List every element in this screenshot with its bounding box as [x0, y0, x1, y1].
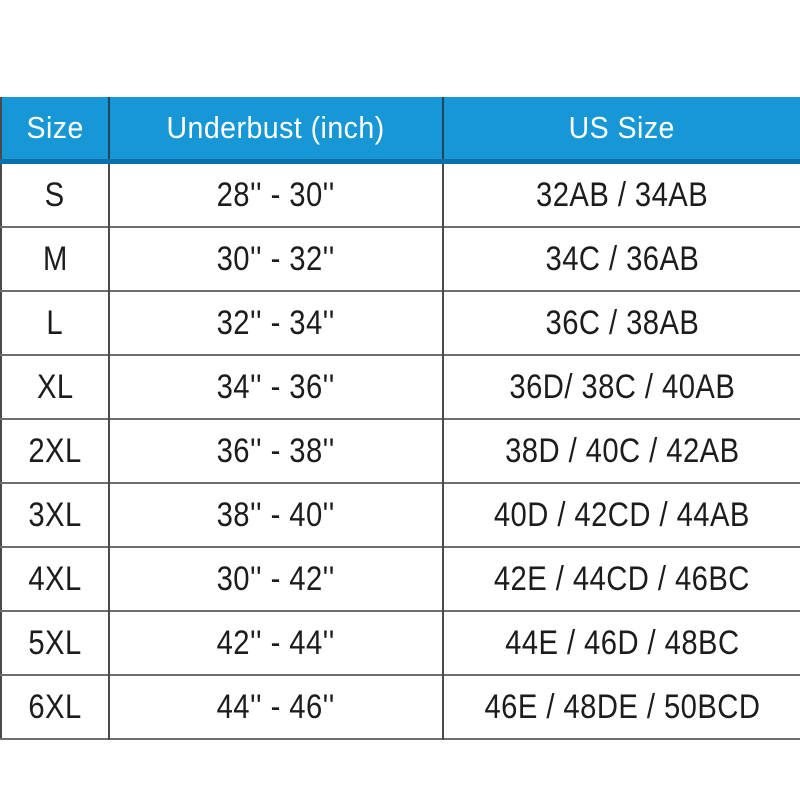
- cell-underbust: 32'' - 34'': [108, 290, 443, 355]
- underbust-value: 44'' - 46'': [216, 687, 336, 726]
- table-row: XL 34'' - 36'' 36D/ 38C / 40AB: [1, 354, 800, 419]
- cell-us-size: 42E / 44CD / 46BC: [442, 546, 800, 611]
- cell-size: XL: [1, 354, 109, 419]
- column-header-us-size-label: US Size: [568, 110, 676, 145]
- cell-size: M: [1, 226, 109, 291]
- underbust-value: 36'' - 38'': [216, 431, 336, 470]
- size-value: S: [45, 175, 65, 214]
- underbust-value: 30'' - 32'': [216, 239, 336, 278]
- size-value: L: [46, 303, 64, 342]
- table-row: 5XL 42'' - 44'' 44E / 46D / 48BC: [1, 610, 800, 675]
- cell-underbust: 30'' - 32'': [108, 226, 443, 291]
- cell-underbust: 28'' - 30'': [108, 161, 443, 227]
- us-size-value: 46E / 48DE / 50BCD: [484, 687, 760, 726]
- table-row: 4XL 30'' - 42'' 42E / 44CD / 46BC: [1, 546, 800, 611]
- us-size-value: 42E / 44CD / 46BC: [494, 559, 750, 598]
- column-header-underbust-label: Underbust (inch): [166, 110, 386, 145]
- underbust-value: 38'' - 40'': [216, 495, 336, 534]
- cell-underbust: 42'' - 44'': [108, 610, 443, 675]
- column-header-size-label: Size: [26, 110, 84, 145]
- cell-us-size: 34C / 36AB: [442, 226, 800, 291]
- underbust-value: 28'' - 30'': [216, 175, 336, 214]
- size-value: 6XL: [28, 687, 82, 726]
- size-value: 2XL: [28, 431, 82, 470]
- cell-underbust: 44'' - 46'': [108, 674, 443, 739]
- us-size-value: 32AB / 34AB: [535, 175, 709, 214]
- us-size-value: 44E / 46D / 48BC: [504, 623, 740, 662]
- size-value: XL: [36, 367, 74, 406]
- cell-underbust: 30'' - 42'': [108, 546, 443, 611]
- cell-underbust: 36'' - 38'': [108, 418, 443, 483]
- size-value: 5XL: [28, 623, 82, 662]
- cell-size: 6XL: [1, 674, 109, 739]
- table-row: L 32'' - 34'' 36C / 38AB: [1, 290, 800, 355]
- us-size-value: 34C / 36AB: [545, 239, 699, 278]
- underbust-value: 42'' - 44'': [216, 623, 336, 662]
- cell-size: 3XL: [1, 482, 109, 547]
- column-header-size: Size: [1, 97, 109, 164]
- column-header-underbust: Underbust (inch): [108, 97, 443, 164]
- cell-us-size: 46E / 48DE / 50BCD: [442, 674, 800, 739]
- underbust-value: 34'' - 36'': [216, 367, 336, 406]
- size-value: 4XL: [28, 559, 82, 598]
- us-size-value: 36C / 38AB: [545, 303, 699, 342]
- table-row: 2XL 36'' - 38'' 38D / 40C / 42AB: [1, 418, 800, 483]
- cell-us-size: 36D/ 38C / 40AB: [442, 354, 800, 419]
- us-size-value: 36D/ 38C / 40AB: [509, 367, 735, 406]
- cell-size: 5XL: [1, 610, 109, 675]
- cell-size: 4XL: [1, 546, 109, 611]
- cell-us-size: 32AB / 34AB: [442, 161, 800, 227]
- column-header-us-size: US Size: [442, 97, 800, 164]
- size-value: M: [42, 239, 68, 278]
- header-row: Size Underbust (inch) US Size: [1, 97, 800, 164]
- cell-underbust: 38'' - 40'': [108, 482, 443, 547]
- size-chart-table: Size Underbust (inch) US Size S 28'' - 3…: [0, 97, 800, 740]
- cell-us-size: 38D / 40C / 42AB: [442, 418, 800, 483]
- underbust-value: 30'' - 42'': [216, 559, 336, 598]
- cell-size: 2XL: [1, 418, 109, 483]
- us-size-value: 38D / 40C / 42AB: [504, 431, 740, 470]
- size-value: 3XL: [28, 495, 82, 534]
- cell-us-size: 40D / 42CD / 44AB: [442, 482, 800, 547]
- cell-us-size: 44E / 46D / 48BC: [442, 610, 800, 675]
- cell-underbust: 34'' - 36'': [108, 354, 443, 419]
- table-row: M 30'' - 32'' 34C / 36AB: [1, 226, 800, 291]
- cell-size: L: [1, 290, 109, 355]
- us-size-value: 40D / 42CD / 44AB: [494, 495, 750, 534]
- cell-size: S: [1, 161, 109, 227]
- table-row: S 28'' - 30'' 32AB / 34AB: [1, 161, 800, 227]
- underbust-value: 32'' - 34'': [216, 303, 336, 342]
- cell-us-size: 36C / 38AB: [442, 290, 800, 355]
- table-row: 3XL 38'' - 40'' 40D / 42CD / 44AB: [1, 482, 800, 547]
- table-row: 6XL 44'' - 46'' 46E / 48DE / 50BCD: [1, 674, 800, 739]
